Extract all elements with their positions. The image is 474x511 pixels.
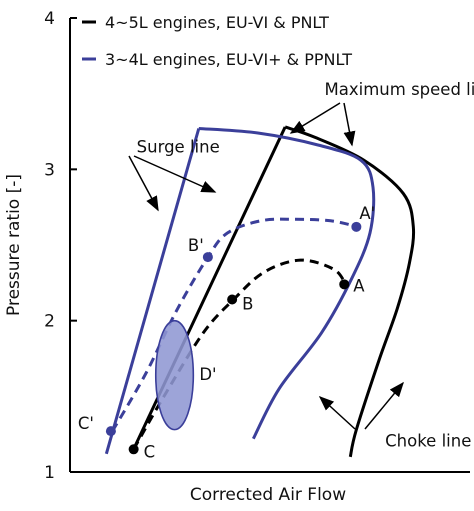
ticks-layer: 1 2 3 4 (44, 9, 77, 483)
legend: 4~5L engines, EU-VI & PNLT 3~4L engines,… (82, 13, 352, 69)
point-label-2: C (144, 442, 156, 461)
annotation-choke-line: Choke line (385, 431, 471, 450)
arrow-choke-to-black (364, 381, 404, 430)
x-axis-title: Corrected Air Flow (190, 485, 346, 505)
series-layer (104, 125, 416, 458)
y-tick-label-2: 3 (44, 160, 55, 180)
series-line-3 (198, 126, 376, 440)
point-marker-2 (128, 444, 139, 455)
y-tick-label-0: 1 (44, 463, 55, 483)
region-ellipse-dprime (154, 319, 195, 431)
y-axis-title: Pressure ratio [-] (4, 174, 24, 316)
point-marker-5 (105, 426, 116, 437)
arrow-choke-to-blue (318, 395, 356, 430)
point-label-1: B (242, 294, 253, 313)
legend-label-0: 4~5L engines, EU-VI & PNLT (105, 13, 329, 32)
arrow-max-speed-to-black (289, 102, 341, 134)
series-line-5 (111, 217, 359, 432)
point-label-3: A' (359, 204, 375, 223)
region-layer: D' (154, 319, 217, 431)
region-label-dprime: D' (199, 365, 216, 384)
y-tick-label-3: 4 (44, 9, 55, 29)
series-line-2 (104, 128, 201, 455)
legend-label-1: 3~4L engines, EU-VI+ & PPNLT (105, 50, 352, 69)
annotation-layer: Surge line Maximum speed line Choke line (128, 80, 474, 450)
point-marker-0 (339, 279, 350, 290)
point-marker-4 (202, 252, 213, 263)
arrow-surge-to-black (133, 155, 217, 193)
annotation-maximum-speed-line: Maximum speed line (325, 80, 474, 99)
series-line-1 (284, 125, 416, 458)
series-line-0 (130, 126, 287, 453)
point-label-4: B' (188, 236, 204, 255)
point-marker-1 (227, 294, 238, 305)
points-layer: A B C A' B' C' (78, 204, 375, 461)
point-marker-3 (351, 221, 362, 232)
point-label-0: A (353, 276, 365, 295)
arrow-surge-to-blue (128, 155, 159, 212)
arrow-max-speed-to-blue (343, 102, 356, 147)
annotation-surge-line: Surge line (137, 138, 220, 157)
y-tick-label-1: 2 (44, 312, 55, 332)
axes-layer (69, 18, 470, 473)
point-label-5: C' (78, 414, 94, 433)
